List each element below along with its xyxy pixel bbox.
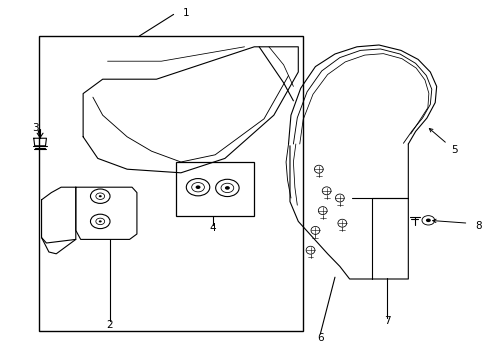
Circle shape [99,220,102,222]
Text: 4: 4 [209,223,216,233]
Circle shape [99,195,102,197]
Circle shape [195,185,200,189]
Text: 3: 3 [32,123,39,133]
Circle shape [224,186,229,190]
Text: 1: 1 [182,8,189,18]
Bar [39,36,303,331]
Text: 8: 8 [474,221,481,231]
Text: 2: 2 [106,320,113,330]
Circle shape [425,219,430,222]
Text: 5: 5 [450,145,457,155]
Bar [176,162,254,216]
Text: 6: 6 [316,333,323,343]
Text: 7: 7 [383,316,390,326]
